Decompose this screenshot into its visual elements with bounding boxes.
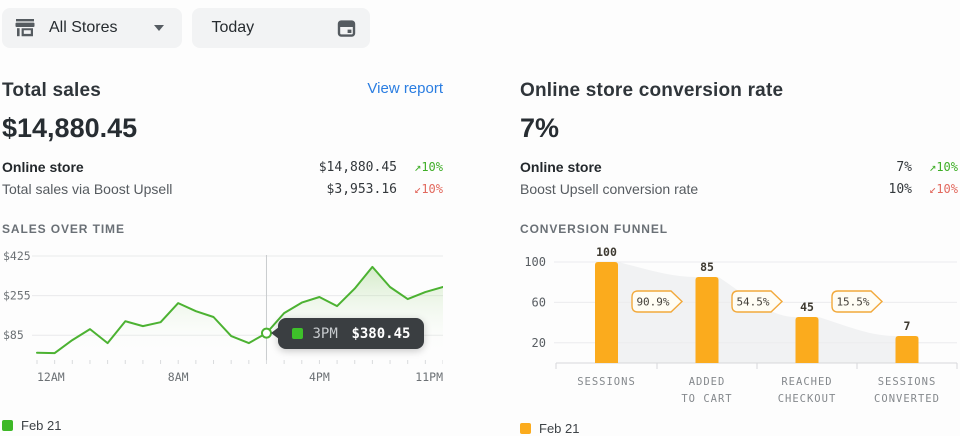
conversion-funnel-label: CONVERSION FUNNEL (520, 222, 668, 236)
metric-row-boost-upsell: Boost Upsell conversion rate 10% ↙10% (520, 178, 958, 200)
line-series (36, 265, 444, 355)
metric-row-online-store: Online store 7% ↗10% (520, 156, 958, 178)
metric-row-online-store: Online store $14,880.45 ↗10% (2, 156, 443, 178)
category-label: SESSIONS CONVERTED (874, 376, 940, 405)
trend-up-badge: ↗10% (397, 160, 443, 174)
tooltip-series-swatch (292, 328, 304, 340)
y-axis-label: $85 (3, 328, 24, 342)
trend-down-badge: ↙10% (912, 182, 958, 196)
trend-down-icon: ↙ (929, 182, 937, 196)
conversion-rate-value: 90.9% (636, 296, 669, 309)
x-axis-label: 4PM (309, 370, 330, 384)
conversion-value: 7% (520, 113, 560, 143)
bar-value-label: 45 (800, 300, 814, 314)
bar-value-label: 85 (700, 260, 714, 274)
conversion-metric-rows: Online store 7% ↗10% Boost Upsell conver… (520, 156, 958, 200)
conversion-funnel-svg: 100 60 20 100 SESSIONS 85 ADDED TO CART 45 REACHE… (524, 245, 958, 405)
hover-point (260, 327, 272, 339)
date-selector-label: Today (211, 19, 255, 36)
trend-up-icon: ↗ (929, 160, 937, 174)
conversion-rate-panel: Online store conversion rate 7% Online s… (520, 56, 958, 436)
trend-up-badge: ↗10% (912, 160, 958, 174)
funnel-bar (895, 336, 919, 363)
bar-value-label: 100 (596, 246, 617, 259)
chart-tooltip: 3PM $380.45 (271, 318, 425, 350)
y-axis-label: 100 (524, 255, 546, 269)
total-sales-value: $14,880.45 (2, 113, 138, 143)
category-label: SESSIONS (577, 376, 636, 388)
conversion-rate-badge (631, 290, 684, 313)
legend-label: Feb 21 (539, 421, 580, 436)
trend-down-icon: ↙ (414, 182, 422, 196)
metric-label: Boost Upsell conversion rate (520, 181, 699, 197)
delta-value: 10% (421, 160, 443, 174)
funnel-bar (795, 317, 819, 363)
storefront-icon (14, 18, 36, 38)
chevron-down-icon (154, 25, 165, 31)
x-axis-label: 11PM (415, 370, 443, 384)
trend-up-icon: ↗ (414, 160, 422, 174)
total-sales-panel: Total sales View report $14,880.45 Onlin… (2, 56, 444, 436)
y-axis-label: $255 (3, 289, 31, 303)
total-sales-header: Total sales View report (2, 56, 443, 102)
date-selector-button[interactable]: Today (192, 8, 371, 48)
y-axis-label: 20 (532, 336, 546, 350)
tooltip-tail (271, 327, 280, 340)
category-label: ADDED TO CART (681, 376, 732, 405)
calendar-icon (336, 18, 357, 39)
total-sales-metric-rows: Online store $14,880.45 ↗10% Total sales… (2, 156, 443, 200)
trend-down-badge: ↙10% (397, 182, 443, 196)
delta-value: 10% (421, 182, 443, 196)
store-selector-label: All Stores (49, 19, 118, 36)
metric-label: Total sales via Boost Upsell (2, 181, 173, 197)
metric-value: $14,880.45 (318, 159, 397, 175)
metric-value: 10% (888, 181, 912, 197)
delta-value: 10% (936, 160, 958, 174)
metric-row-boost-upsell: Total sales via Boost Upsell $3,953.16 ↙… (2, 178, 443, 200)
conversion-funnel-chart: 100 60 20 100 SESSIONS 85 ADDED TO CART 45 REACHE… (520, 245, 958, 413)
conversion-rate-value: 15.5% (836, 296, 869, 309)
total-sales-title: Total sales (2, 80, 101, 101)
y-axis-label: $425 (3, 249, 31, 263)
y-axis-label: 60 (532, 295, 546, 309)
tooltip-time: 3PM (312, 325, 338, 342)
dashboard-body: Total sales View report $14,880.45 Onlin… (0, 56, 960, 436)
conversion-title: Online store conversion rate (520, 80, 784, 101)
metric-label: Online store (520, 159, 602, 175)
x-axis-label: 12AM (37, 370, 65, 384)
legend-swatch-orange (520, 423, 531, 434)
category-label: REACHED CHECKOUT (778, 376, 837, 405)
conversion-rate-badge (831, 290, 884, 313)
x-axis-label: 8AM (168, 370, 189, 384)
bar-value-label: 7 (904, 319, 911, 333)
sales-chart-legend: Feb 21 (2, 418, 443, 433)
sales-line-chart-svg: $425 $255 $85 12AM 8AM 4PM 11PM (3, 249, 444, 384)
metric-label: Online store (2, 159, 84, 175)
sales-over-time-label: SALES OVER TIME (2, 222, 125, 236)
metric-value: 7% (896, 159, 912, 175)
filter-topbar: All Stores Today (0, 0, 960, 56)
conversion-rate-badge (731, 290, 784, 313)
conversion-header: Online store conversion rate (520, 56, 958, 102)
conversion-rate-value: 54.5% (736, 296, 769, 309)
tooltip-value: $380.45 (351, 325, 411, 342)
legend-swatch-green (2, 420, 13, 431)
view-report-link[interactable]: View report (367, 80, 443, 97)
store-selector-button[interactable]: All Stores (2, 8, 183, 48)
funnel-bar (695, 277, 719, 363)
funnel-bar (595, 262, 618, 363)
legend-label: Feb 21 (21, 418, 62, 433)
delta-value: 10% (936, 182, 958, 196)
metric-value: $3,953.16 (326, 181, 397, 197)
sales-line-chart: 3PM $380.45 $425 $255 $85 12AM 8AM 4PM 11PM (2, 247, 444, 392)
funnel-chart-legend: Feb 21 (520, 421, 958, 436)
